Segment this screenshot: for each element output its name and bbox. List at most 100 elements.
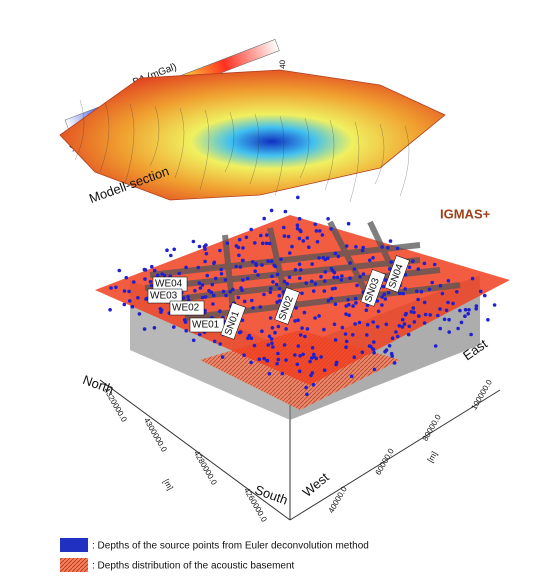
euler-point [469, 332, 473, 337]
euler-point [209, 290, 214, 295]
euler-point [276, 351, 280, 356]
euler-point [252, 343, 257, 348]
euler-point [333, 338, 338, 342]
euler-point [317, 256, 321, 260]
euler-point [372, 367, 377, 372]
euler-point [304, 281, 309, 285]
euler-point [311, 382, 316, 387]
direction-label: West [299, 469, 331, 500]
euler-point [301, 239, 306, 243]
euler-point [354, 301, 358, 305]
euler-point [388, 239, 393, 243]
profile-label: WE01 [192, 320, 220, 331]
euler-point [223, 278, 228, 282]
euler-point [268, 316, 273, 320]
euler-point [308, 359, 312, 364]
euler-point [340, 274, 344, 278]
euler-point [204, 243, 208, 247]
euler-point [205, 273, 209, 278]
euler-point [279, 257, 283, 262]
euler-point [394, 330, 398, 334]
profile-box [220, 302, 246, 340]
euler-point [262, 356, 267, 361]
euler-point [250, 298, 254, 303]
euler-point [365, 333, 369, 337]
euler-point [298, 276, 302, 281]
euler-point [380, 303, 384, 307]
euler-point [284, 327, 288, 331]
euler-point [297, 262, 302, 267]
euler-point [253, 269, 257, 274]
euler-point [351, 304, 355, 308]
euler-point [124, 275, 129, 280]
euler-point [283, 209, 288, 214]
euler-point [225, 241, 230, 245]
euler-point [288, 251, 292, 255]
euler-point [334, 360, 339, 365]
euler-point [371, 320, 376, 324]
euler-point [245, 276, 250, 281]
euler-point [142, 267, 147, 272]
euler-point [236, 295, 241, 300]
euler-point [109, 286, 113, 290]
euler-point [270, 326, 275, 330]
axis-tick-label: 4300000.0 [142, 416, 169, 454]
euler-point [143, 277, 147, 281]
euler-point [269, 337, 274, 341]
euler-point [295, 362, 300, 367]
euler-point [271, 280, 275, 284]
euler-point [419, 289, 424, 294]
euler-point [296, 318, 300, 323]
axis-line [99, 379, 291, 521]
axis-tick-label: 100000.0 [469, 378, 494, 412]
euler-point [181, 296, 186, 300]
euler-point [315, 240, 320, 244]
euler-point [436, 313, 440, 318]
euler-point [212, 339, 217, 344]
euler-point [310, 279, 314, 284]
euler-point [268, 290, 273, 295]
euler-point [367, 344, 372, 348]
euler-point [269, 259, 274, 264]
we-section [149, 242, 421, 278]
euler-point [381, 284, 386, 289]
euler-point [213, 276, 218, 281]
euler-point [411, 306, 416, 310]
euler-point [401, 291, 406, 296]
euler-point [311, 289, 316, 293]
euler-point [358, 275, 363, 279]
euler-point [346, 297, 350, 302]
euler-point [416, 297, 420, 302]
euler-point [247, 333, 252, 338]
euler-point [395, 246, 400, 251]
euler-point [314, 356, 319, 361]
euler-point [286, 234, 291, 239]
contour [399, 125, 410, 197]
euler-point [265, 233, 269, 237]
euler-point [275, 272, 280, 277]
euler-point [372, 340, 376, 344]
euler-point [203, 259, 207, 264]
euler-point [339, 278, 344, 282]
euler-point [117, 268, 122, 273]
euler-point [319, 274, 323, 279]
euler-point [191, 239, 196, 244]
euler-point [186, 295, 190, 299]
euler-point [371, 347, 375, 351]
colorbar-tick: 40 [278, 59, 287, 69]
euler-point [442, 317, 447, 322]
euler-point [122, 302, 127, 307]
euler-point [352, 267, 357, 271]
euler-point [323, 270, 328, 274]
euler-point [270, 274, 274, 279]
euler-point [333, 302, 338, 307]
euler-point [287, 275, 292, 280]
euler-point [432, 262, 437, 267]
euler-point [406, 332, 411, 337]
euler-point [264, 241, 269, 246]
euler-point [204, 251, 209, 256]
euler-point [162, 273, 167, 278]
euler-point [267, 334, 272, 339]
euler-point [422, 321, 427, 325]
euler-point [486, 318, 490, 322]
